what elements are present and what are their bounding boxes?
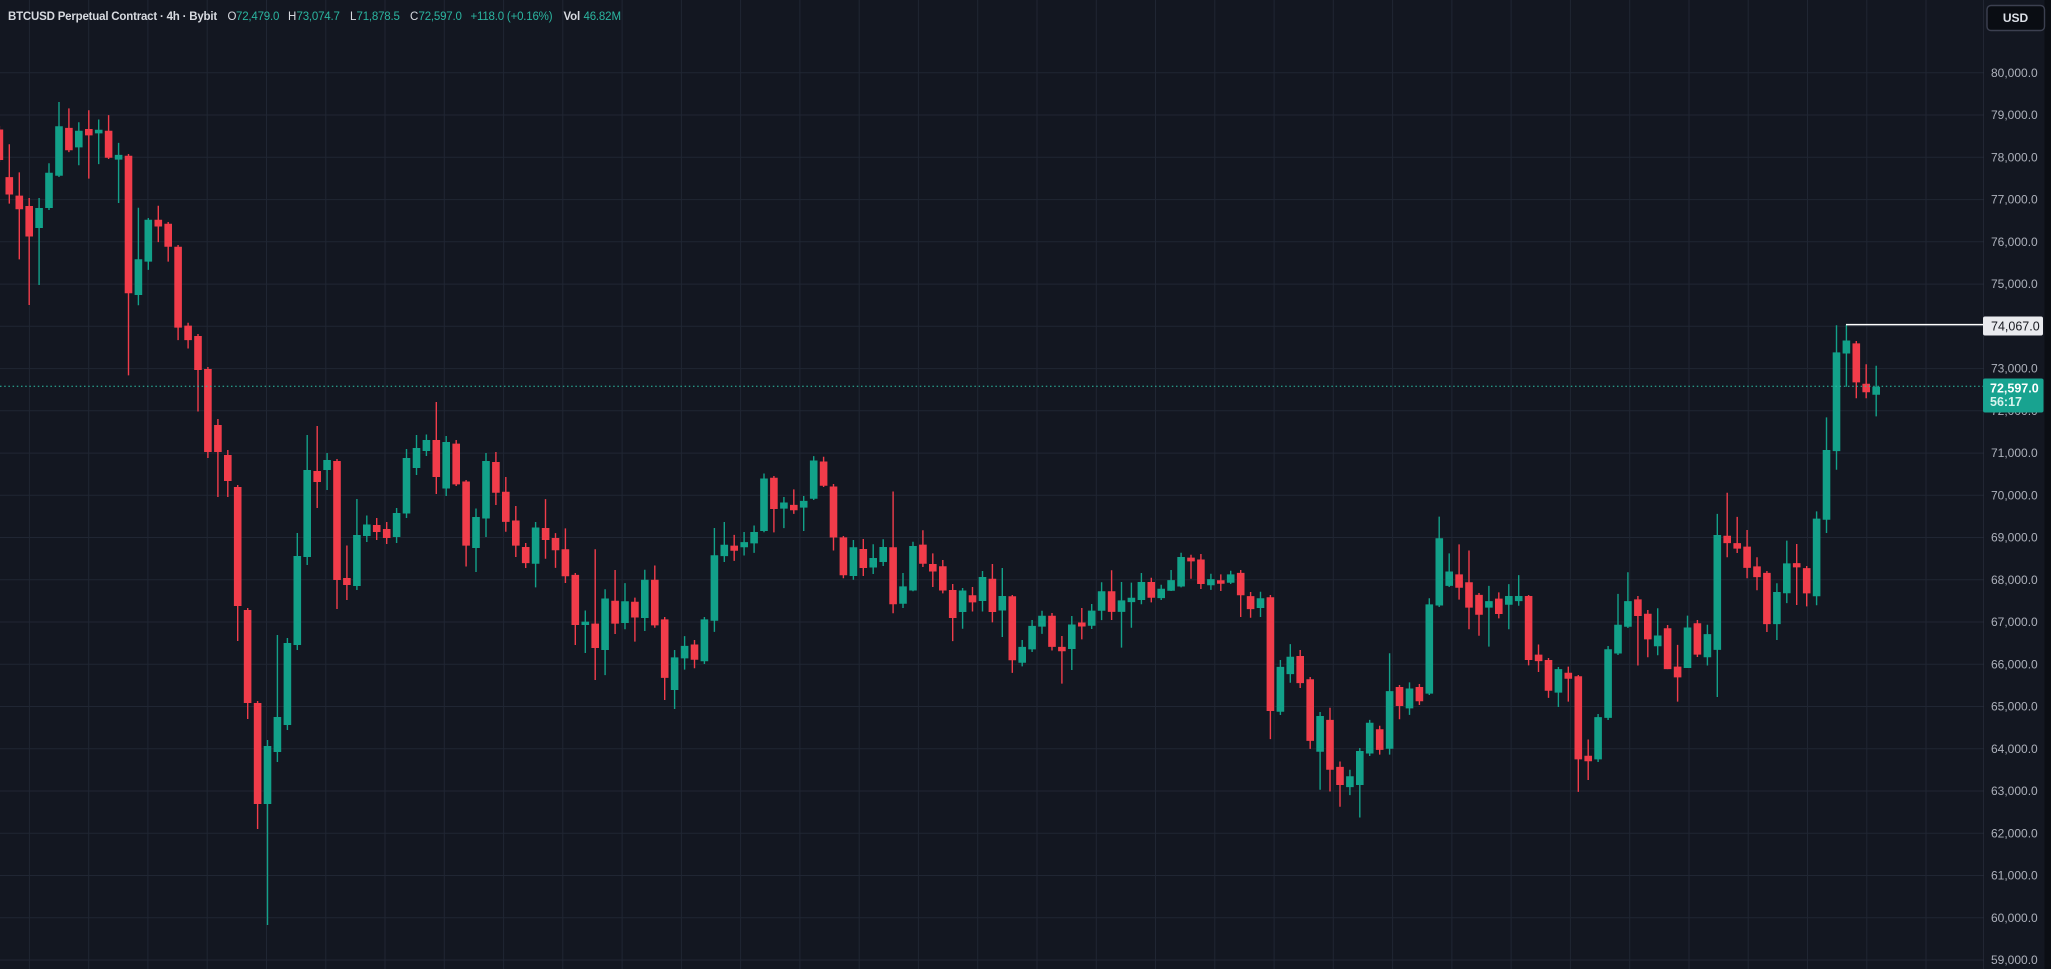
svg-text:71,000.0: 71,000.0 xyxy=(1991,446,2038,460)
svg-text:L: L xyxy=(350,11,357,23)
svg-text:+118.0 (+0.16%): +118.0 (+0.16%) xyxy=(471,11,553,23)
svg-text:BTCUSD Perpetual Contract · 4h: BTCUSD Perpetual Contract · 4h · Bybit xyxy=(8,11,217,23)
svg-text:72,597.0: 72,597.0 xyxy=(1990,381,2039,395)
svg-text:72,597.0: 72,597.0 xyxy=(419,11,462,23)
svg-text:59,000.0: 59,000.0 xyxy=(1991,953,2038,967)
svg-text:USD: USD xyxy=(2003,11,2029,25)
svg-text:62,000.0: 62,000.0 xyxy=(1991,826,2038,840)
svg-text:75,000.0: 75,000.0 xyxy=(1991,277,2038,291)
svg-text:M: M xyxy=(612,11,621,23)
svg-text:76,000.0: 76,000.0 xyxy=(1991,235,2038,249)
svg-text:78,000.0: 78,000.0 xyxy=(1991,150,2038,164)
svg-text:Vol: Vol xyxy=(564,11,580,23)
svg-text:63,000.0: 63,000.0 xyxy=(1991,784,2038,798)
svg-text:O: O xyxy=(228,11,237,23)
svg-text:74,067.0: 74,067.0 xyxy=(1991,320,2040,334)
svg-text:73,074.7: 73,074.7 xyxy=(297,11,340,23)
svg-text:72,479.0: 72,479.0 xyxy=(236,11,279,23)
svg-text:C: C xyxy=(410,11,418,23)
svg-text:79,000.0: 79,000.0 xyxy=(1991,108,2038,122)
svg-text:65,000.0: 65,000.0 xyxy=(1991,700,2038,714)
svg-text:56:17: 56:17 xyxy=(1990,395,2022,409)
svg-text:70,000.0: 70,000.0 xyxy=(1991,488,2038,502)
svg-text:73,000.0: 73,000.0 xyxy=(1991,362,2038,376)
svg-text:71,878.5: 71,878.5 xyxy=(357,11,400,23)
svg-text:64,000.0: 64,000.0 xyxy=(1991,742,2038,756)
svg-text:68,000.0: 68,000.0 xyxy=(1991,573,2038,587)
svg-text:H: H xyxy=(288,11,296,23)
svg-text:66,000.0: 66,000.0 xyxy=(1991,657,2038,671)
svg-text:61,000.0: 61,000.0 xyxy=(1991,869,2038,883)
svg-text:77,000.0: 77,000.0 xyxy=(1991,193,2038,207)
svg-text:67,000.0: 67,000.0 xyxy=(1991,615,2038,629)
svg-text:69,000.0: 69,000.0 xyxy=(1991,531,2038,545)
svg-text:46.82: 46.82 xyxy=(584,11,612,23)
svg-text:60,000.0: 60,000.0 xyxy=(1991,911,2038,925)
svg-text:80,000.0: 80,000.0 xyxy=(1991,66,2038,80)
